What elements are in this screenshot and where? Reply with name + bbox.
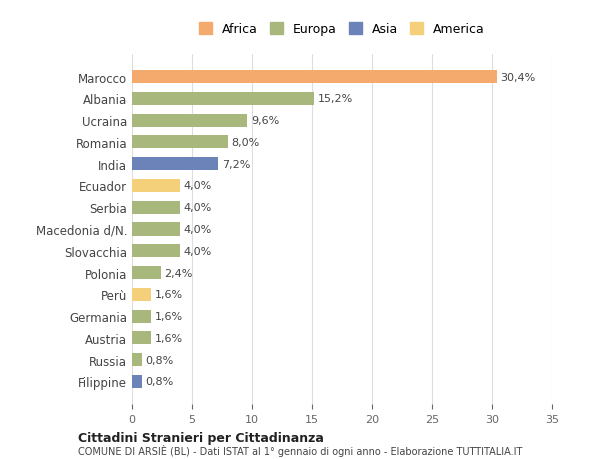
Bar — [132, 223, 180, 236]
Text: 1,6%: 1,6% — [155, 333, 183, 343]
Text: 30,4%: 30,4% — [500, 73, 536, 83]
Bar — [132, 136, 228, 149]
Text: 4,0%: 4,0% — [184, 203, 212, 213]
Bar — [132, 158, 218, 171]
Bar — [132, 114, 247, 128]
Legend: Africa, Europa, Asia, America: Africa, Europa, Asia, America — [196, 19, 488, 40]
Text: Cittadini Stranieri per Cittadinanza: Cittadini Stranieri per Cittadinanza — [78, 431, 324, 444]
Text: 0,8%: 0,8% — [145, 355, 173, 365]
Bar — [132, 310, 151, 323]
Text: COMUNE DI ARSIÈ (BL) - Dati ISTAT al 1° gennaio di ogni anno - Elaborazione TUTT: COMUNE DI ARSIÈ (BL) - Dati ISTAT al 1° … — [78, 444, 523, 456]
Bar — [132, 331, 151, 345]
Bar — [132, 353, 142, 366]
Bar — [132, 179, 180, 193]
Text: 7,2%: 7,2% — [222, 159, 250, 169]
Bar — [132, 288, 151, 301]
Text: 4,0%: 4,0% — [184, 181, 212, 191]
Text: 4,0%: 4,0% — [184, 246, 212, 256]
Bar — [132, 245, 180, 258]
Bar — [132, 201, 180, 214]
Bar — [132, 375, 142, 388]
Text: 2,4%: 2,4% — [164, 268, 193, 278]
Text: 9,6%: 9,6% — [251, 116, 279, 126]
Bar — [132, 71, 497, 84]
Text: 8,0%: 8,0% — [232, 138, 260, 148]
Text: 4,0%: 4,0% — [184, 224, 212, 235]
Bar — [132, 93, 314, 106]
Text: 1,6%: 1,6% — [155, 290, 183, 300]
Text: 0,8%: 0,8% — [145, 376, 173, 386]
Text: 15,2%: 15,2% — [318, 94, 353, 104]
Text: 1,6%: 1,6% — [155, 311, 183, 321]
Bar — [132, 266, 161, 280]
